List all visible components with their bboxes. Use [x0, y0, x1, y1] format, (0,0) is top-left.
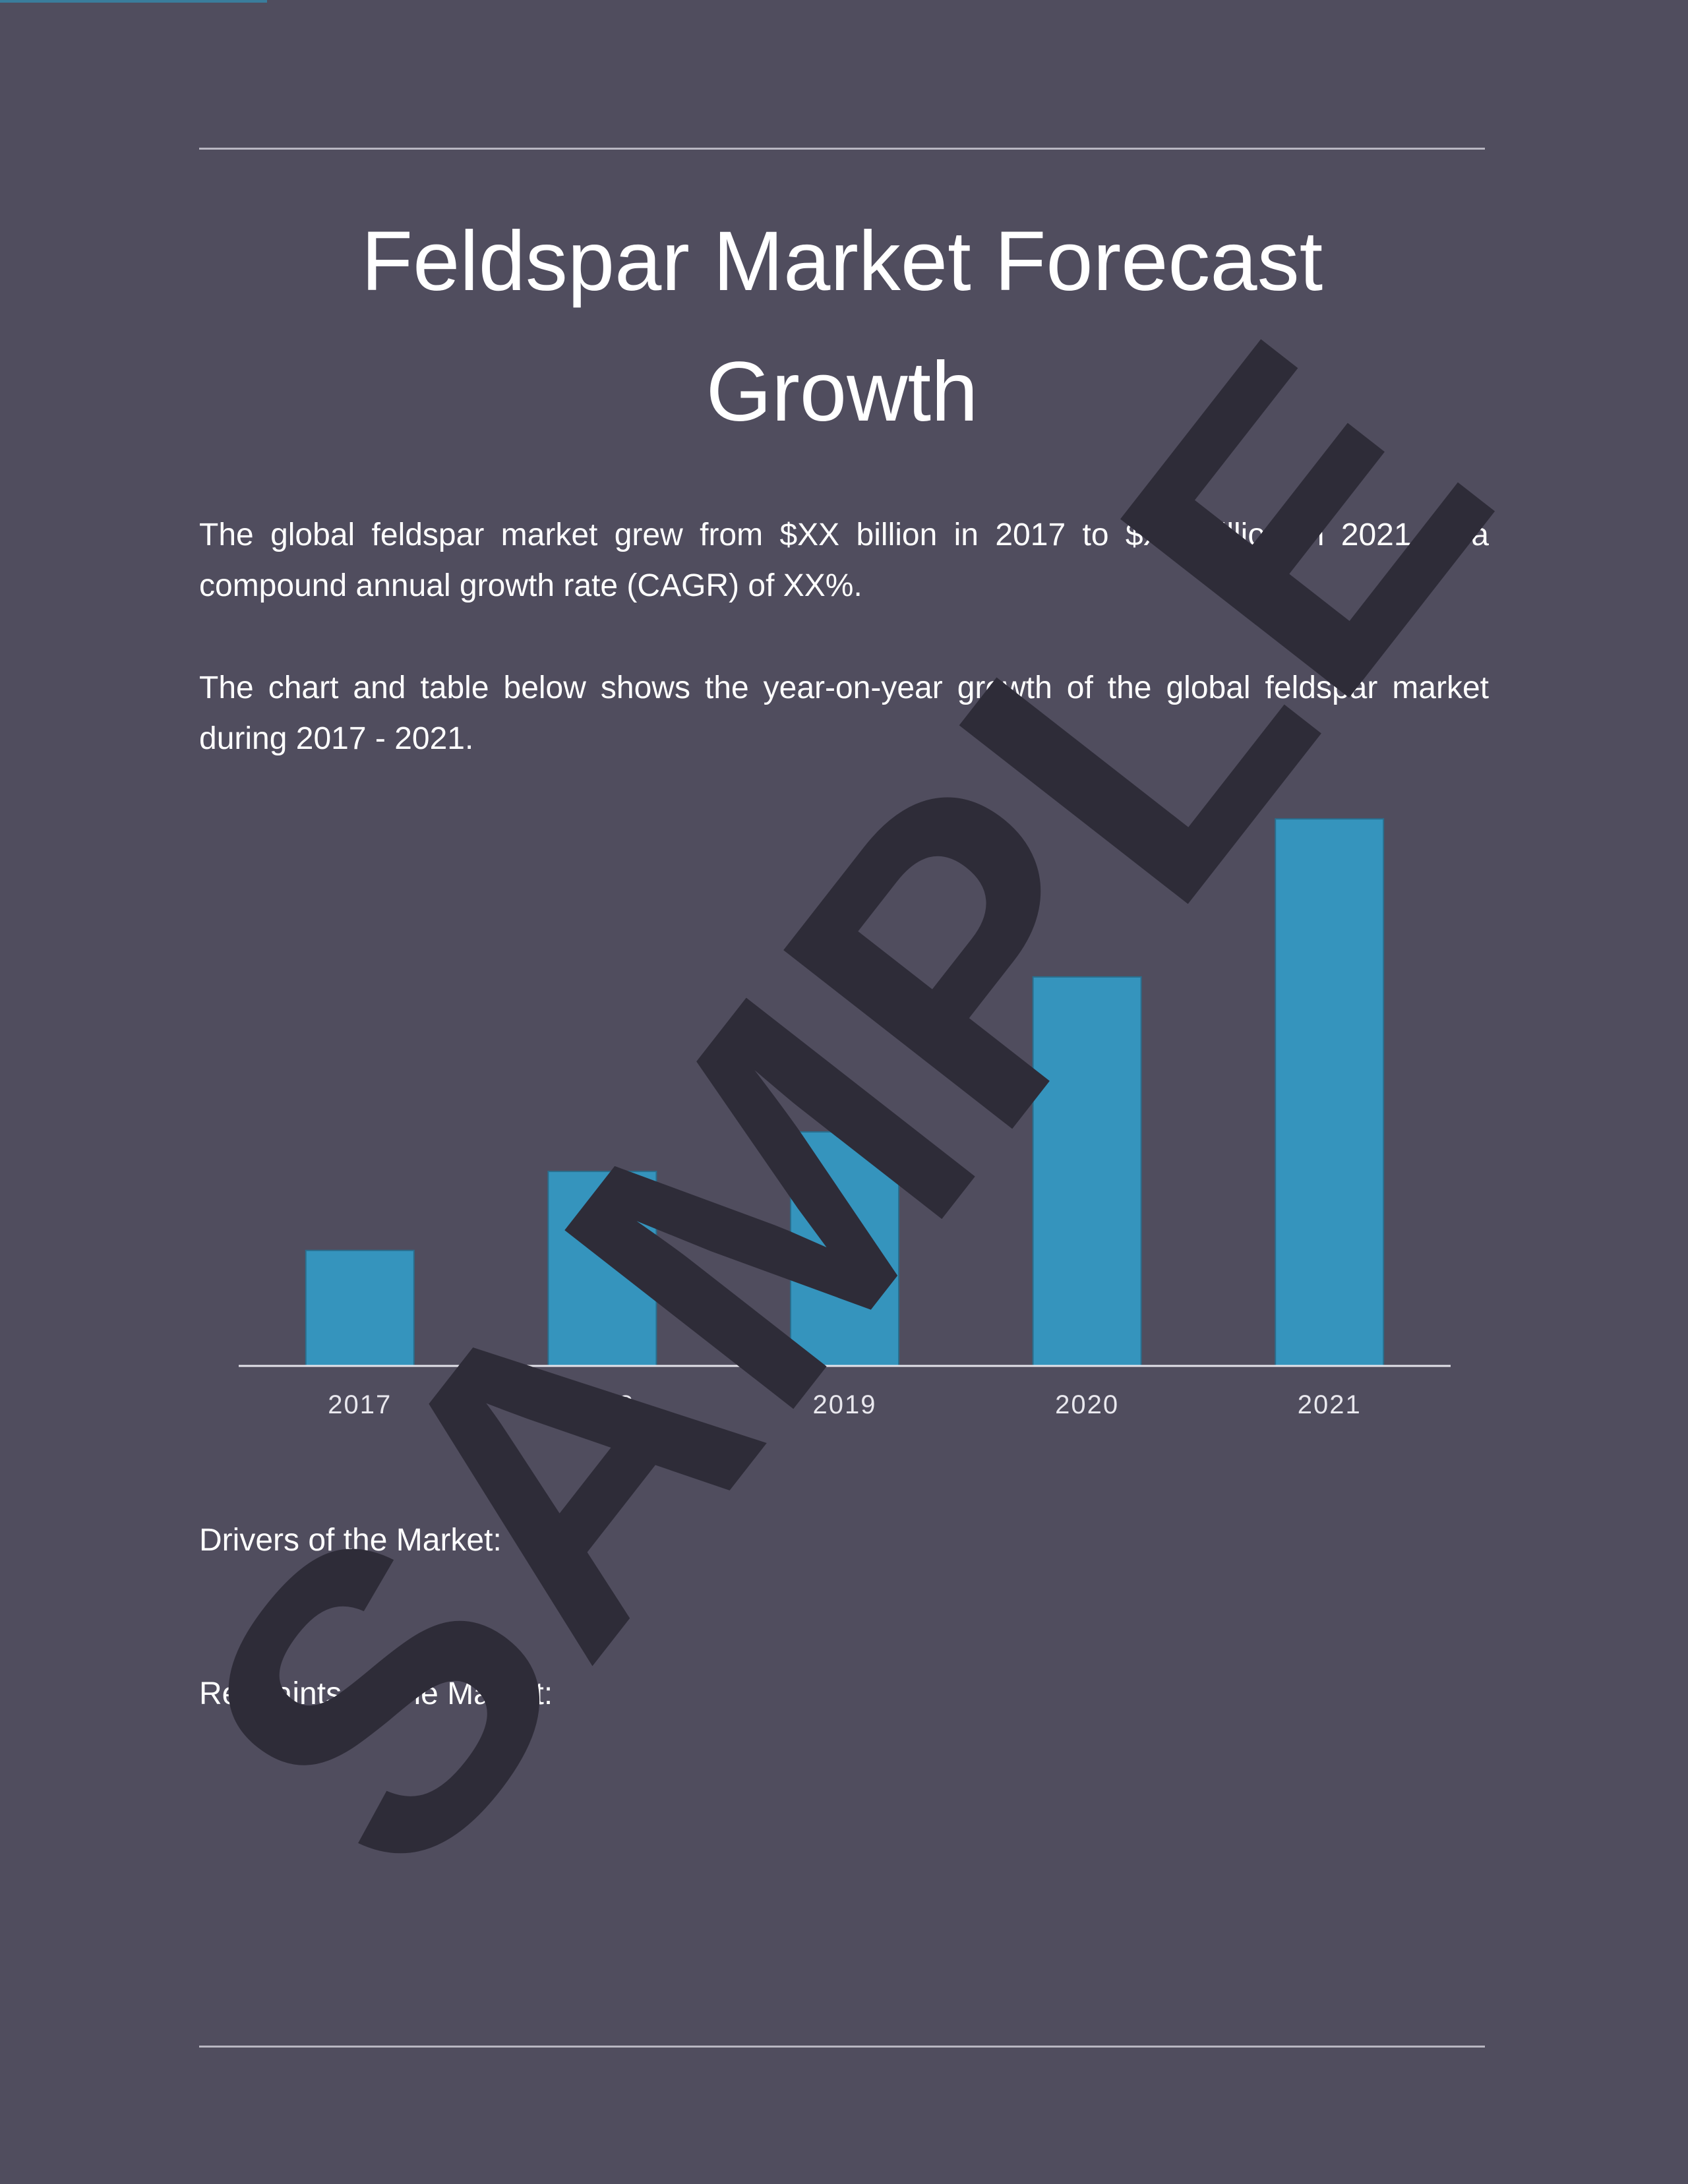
bar-2017 — [305, 1249, 415, 1367]
bar-2019 — [790, 1131, 899, 1367]
x-tick-label-2019: 2019 — [813, 1390, 877, 1419]
page-title: Feldspar Market Forecast Growth — [199, 196, 1485, 457]
bar-2018 — [547, 1170, 657, 1367]
x-tick-label-2021: 2021 — [1298, 1390, 1362, 1419]
top-accent-bar — [0, 0, 267, 3]
x-tick-label-2018: 2018 — [570, 1390, 634, 1419]
bar-2020 — [1032, 976, 1142, 1367]
chart-intro-paragraph: The chart and table below shows the year… — [199, 670, 1489, 756]
market-growth-bar-chart: 2017 2018 2019 2020 2021 — [239, 818, 1451, 1419]
x-tick-label-2017: 2017 — [328, 1390, 392, 1419]
drivers-heading: Drivers of the Market: — [199, 1523, 502, 1558]
title-line-2: Growth — [706, 345, 979, 439]
bar-2021 — [1275, 818, 1385, 1367]
footer-rule — [199, 2046, 1485, 2048]
intro-paragraph: The global feldspar market grew from $XX… — [199, 517, 1489, 603]
header-rule — [199, 148, 1485, 150]
x-tick-label-2020: 2020 — [1055, 1390, 1119, 1419]
title-line-1: Feldspar Market Forecast — [361, 214, 1323, 309]
restraints-heading: Restraints on the Market: — [199, 1676, 553, 1711]
